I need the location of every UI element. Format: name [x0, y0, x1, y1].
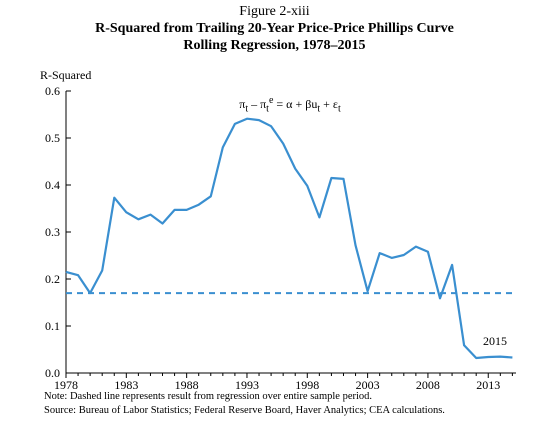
y-tick-label: 0.6 — [45, 84, 60, 98]
x-tick-label: 1983 — [114, 378, 138, 392]
chart-title-line1: R-Squared from Trailing 20-Year Price-Pr… — [95, 21, 454, 36]
equation-annotation: πt – πte = α + βut + εt — [239, 95, 340, 114]
end-year-label: 2015 — [483, 334, 507, 348]
y-tick-label: 0.2 — [45, 272, 60, 286]
x-tick-label: 2008 — [416, 378, 440, 392]
x-tick-label: 1978 — [54, 378, 78, 392]
y-tick-label: 0.4 — [45, 178, 60, 192]
chart-note: Note: Dashed line represents result from… — [44, 391, 373, 402]
x-tick-label: 1988 — [175, 378, 199, 392]
x-tick-label: 1998 — [295, 378, 319, 392]
y-tick-label: 0.0 — [45, 366, 60, 380]
y-tick-label: 0.3 — [45, 225, 60, 239]
x-tick-label: 1993 — [235, 378, 259, 392]
chart-title-line2: Rolling Regression, 1978–2015 — [183, 38, 366, 53]
figure-label: Figure 2-xiii — [239, 4, 310, 19]
x-tick-label: 2013 — [476, 378, 500, 392]
x-tick-label: 2003 — [356, 378, 380, 392]
y-axis-title: R-Squared — [40, 68, 91, 82]
r-squared-series-line — [65, 117, 513, 360]
y-tick-label: 0.5 — [45, 131, 60, 145]
y-tick-label: 0.1 — [45, 319, 60, 333]
chart-source: Source: Bureau of Labor Statistics; Fede… — [44, 405, 445, 416]
